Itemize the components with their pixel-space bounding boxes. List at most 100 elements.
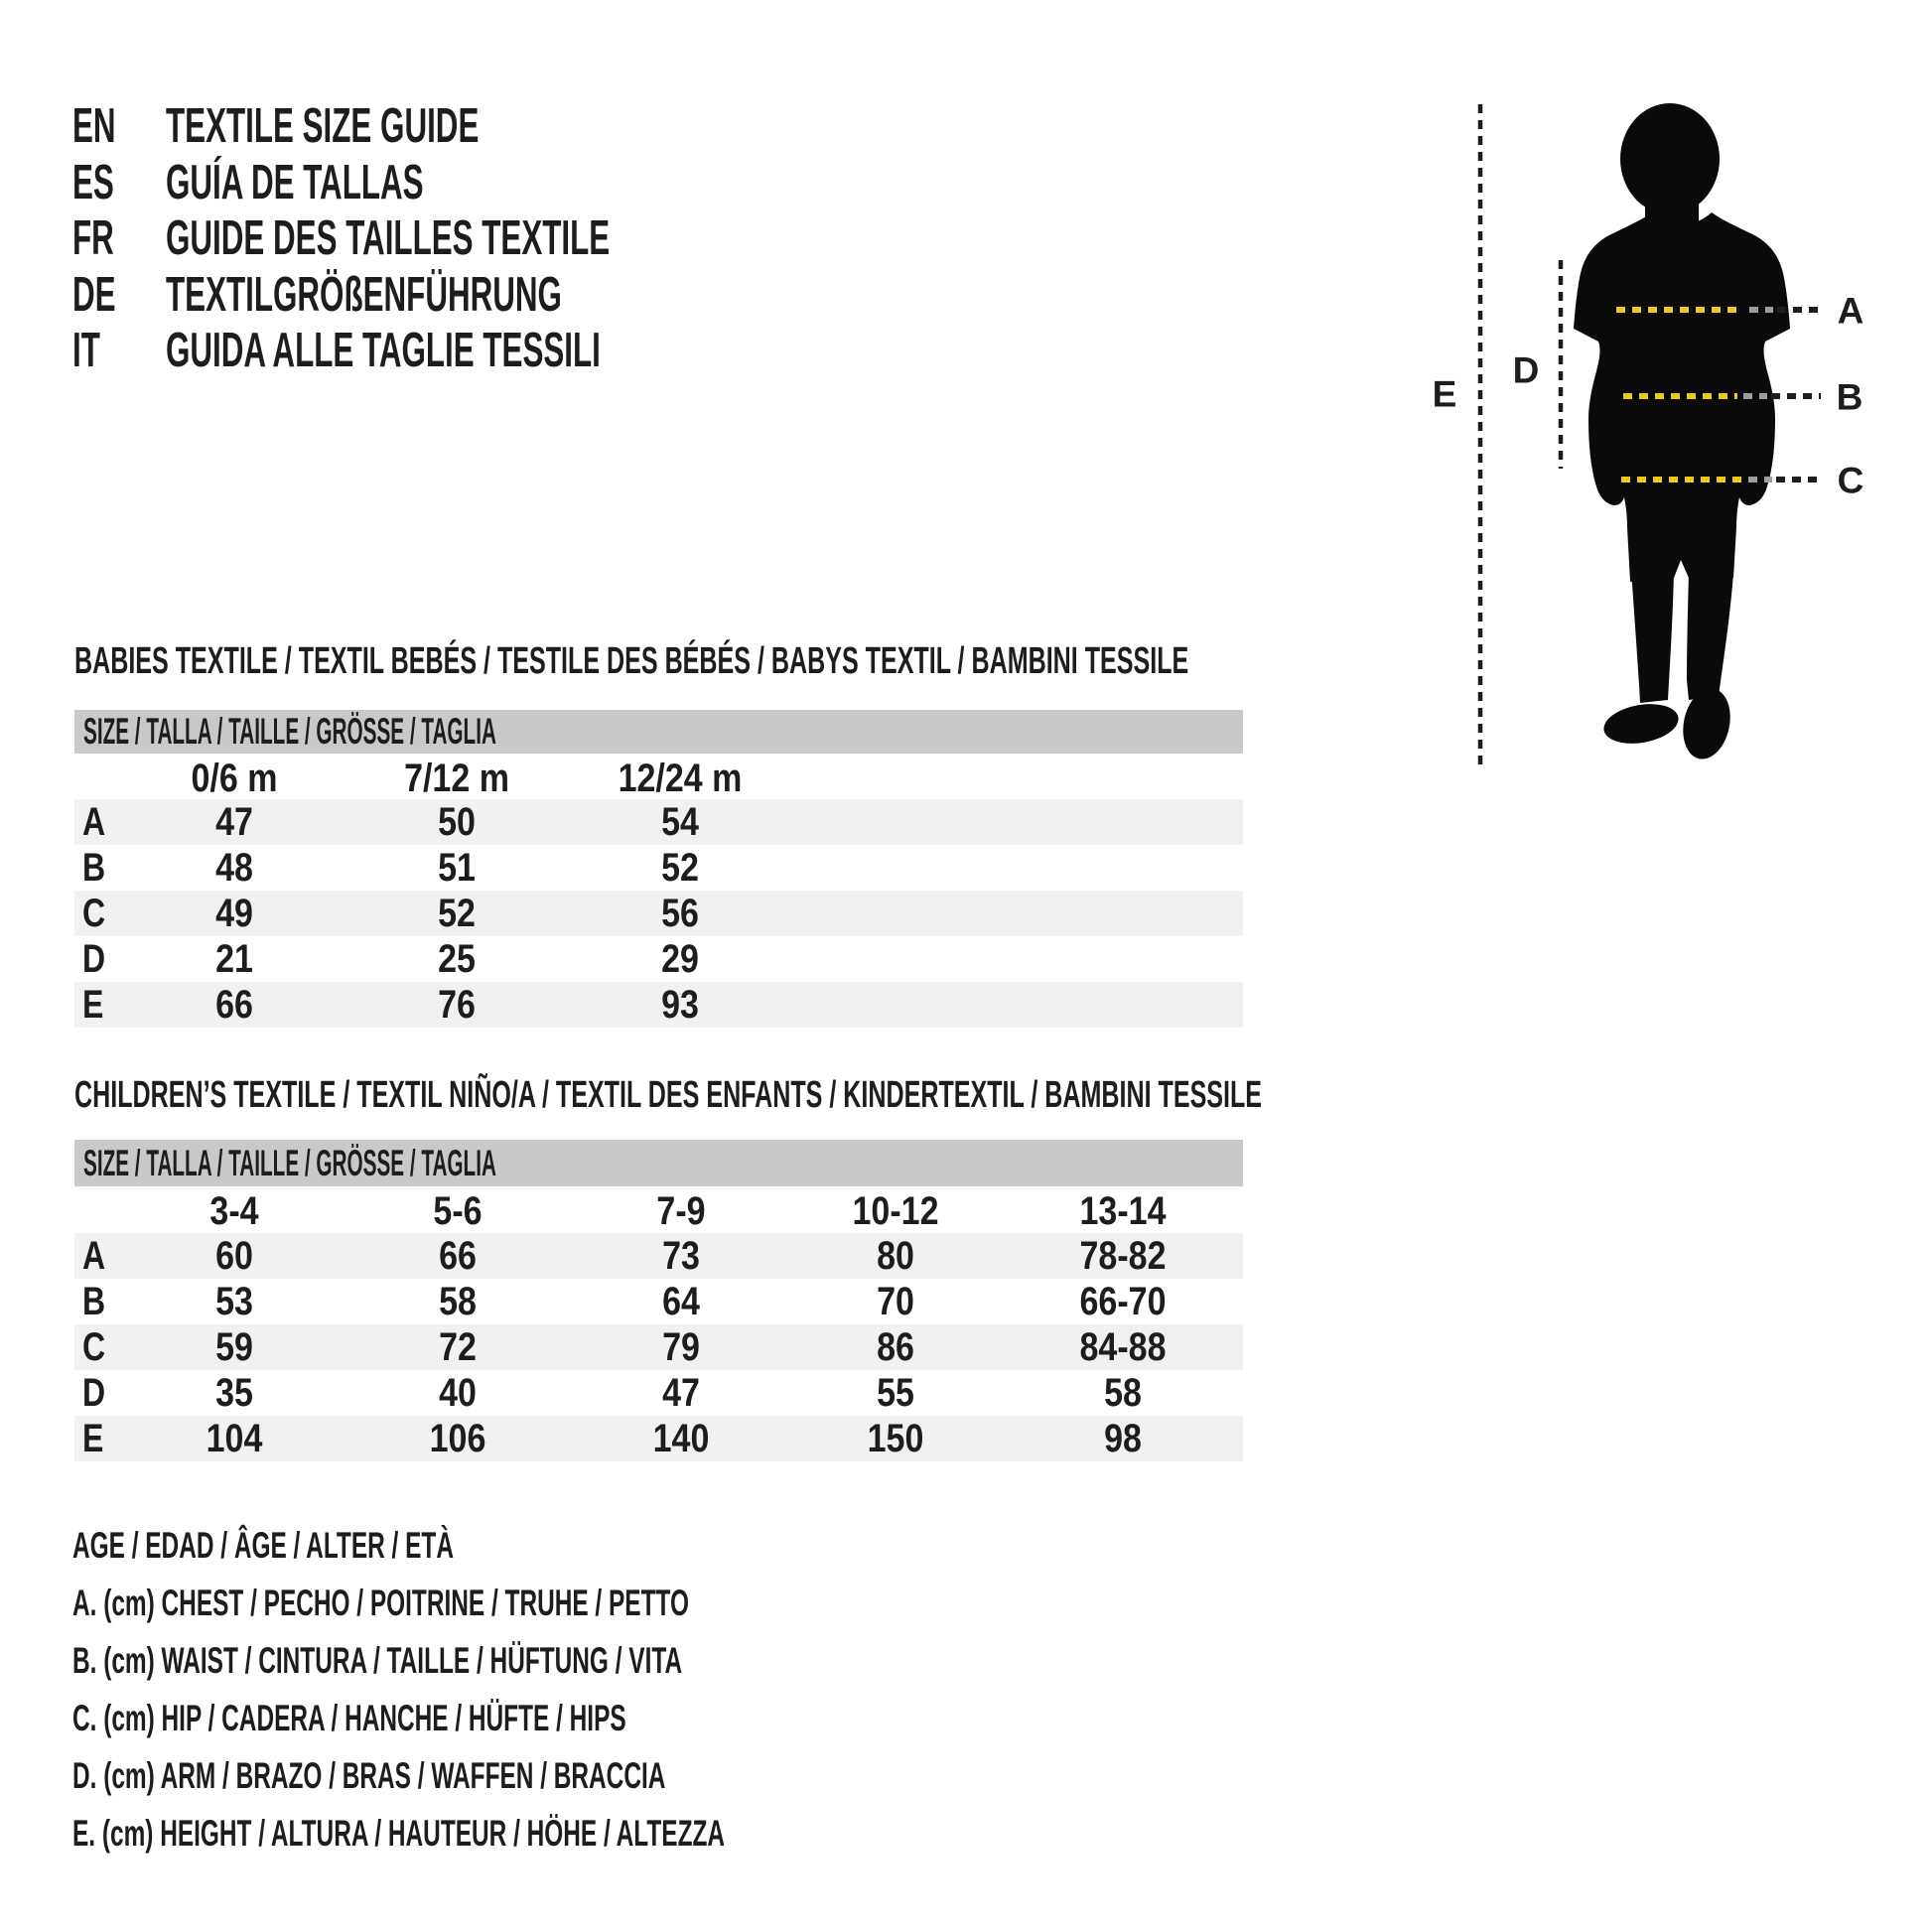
legend-line-age: AGE / EDAD / ÂGE / ALTER / ETÀ xyxy=(72,1517,1061,1575)
table-cell: 51 xyxy=(438,845,476,890)
language-code: FR xyxy=(72,210,166,267)
table-row: D 21 25 29 xyxy=(74,936,1243,982)
waist-label: B xyxy=(1837,377,1863,418)
legend-line-chest: A. (cm) CHEST / PECHO / POITRINE / TRUHE… xyxy=(72,1575,1061,1632)
table-cell: 140 xyxy=(652,1416,710,1460)
table-cell: 72 xyxy=(439,1324,477,1369)
column-header: 10-12 xyxy=(852,1189,939,1233)
table-cell: 58 xyxy=(1104,1370,1142,1415)
language-code-text: FR xyxy=(72,211,114,265)
legend-line-arm: D. (cm) ARM / BRAZO / BRAS / WAFFEN / BR… xyxy=(72,1747,1061,1805)
legend-line-waist: B. (cm) WAIST / CINTURA / TAILLE / HÜFTU… xyxy=(72,1632,1061,1690)
children-section-title-text: CHILDREN’S TEXTILE / TEXTIL NIÑO/A / TEX… xyxy=(74,1074,1263,1116)
table-cell: 93 xyxy=(661,982,699,1027)
language-code: EN xyxy=(72,98,166,155)
table-cell: 50 xyxy=(438,799,476,844)
language-code-text: DE xyxy=(72,267,116,322)
child-silhouette xyxy=(1574,103,1790,759)
table-cell: 98 xyxy=(1104,1416,1142,1460)
language-title-text: TEXTILGRÖßENFÜHRUNG xyxy=(166,267,562,322)
height-label: E xyxy=(1433,374,1457,415)
column-header: 7-9 xyxy=(656,1189,706,1233)
row-label: E xyxy=(82,982,104,1027)
chest-label: A xyxy=(1838,291,1864,332)
row-label: A xyxy=(82,1233,106,1278)
size-header-text: SIZE / TALLA / TAILLE / GRÖSSE / TAGLIA xyxy=(83,711,496,752)
legend-line-hip: C. (cm) HIP / CADERA / HANCHE / HÜFTE / … xyxy=(72,1690,1061,1747)
table-row: C 49 52 56 xyxy=(74,891,1243,936)
row-label: D xyxy=(82,1370,106,1415)
language-title: GUIDE DES TAILLES TEXTILE xyxy=(166,210,860,267)
legend-text: E. (cm) HEIGHT / ALTURA / HAUTEUR / HÖHE… xyxy=(72,1813,726,1854)
table-cell: 56 xyxy=(661,891,699,935)
legend-text: C. (cm) HIP / CADERA / HANCHE / HÜFTE / … xyxy=(72,1698,626,1738)
column-header: 3-4 xyxy=(209,1189,259,1233)
child-silhouette-diagram: A B C D E xyxy=(1433,103,1864,766)
table-cell: 54 xyxy=(661,799,699,844)
table-cell: 29 xyxy=(661,936,699,981)
table-row: C 59 72 79 86 84-88 xyxy=(74,1324,1243,1370)
row-label: B xyxy=(82,1279,106,1323)
language-title: TEXTILGRÖßENFÜHRUNG xyxy=(166,267,784,324)
language-title-text: GUIDE DES TAILLES TEXTILE xyxy=(166,211,611,265)
table-cell: 84-88 xyxy=(1079,1324,1167,1369)
silhouette-left-leg xyxy=(1631,571,1674,703)
size-header: SIZE / TALLA / TAILLE / GRÖSSE / TAGLIA xyxy=(83,1140,821,1186)
table-cell: 64 xyxy=(662,1279,700,1323)
row-label: B xyxy=(82,845,106,890)
row-label: E xyxy=(82,1416,104,1460)
table-row: E 104 106 140 150 98 xyxy=(74,1416,1243,1461)
row-label: C xyxy=(82,891,106,935)
table-cell: 80 xyxy=(877,1233,914,1278)
legend-text: D. (cm) ARM / BRAZO / BRAS / WAFFEN / BR… xyxy=(72,1755,666,1796)
legend-text: A. (cm) CHEST / PECHO / POITRINE / TRUHE… xyxy=(72,1583,689,1623)
silhouette-torso xyxy=(1574,212,1790,582)
babies-section-title-text: BABIES TEXTILE / TEXTIL BEBÉS / TESTILE … xyxy=(74,640,1189,682)
column-header: 7/12 m xyxy=(404,757,509,800)
column-header: 13-14 xyxy=(1079,1189,1167,1233)
language-code: DE xyxy=(72,267,166,324)
column-header: 12/24 m xyxy=(618,757,743,800)
table-cell: 66-70 xyxy=(1079,1279,1167,1323)
table-cell: 25 xyxy=(438,936,476,981)
language-code: IT xyxy=(72,323,166,379)
table-cell: 21 xyxy=(215,936,253,981)
table-cell: 73 xyxy=(662,1233,700,1278)
table-cell: 52 xyxy=(661,845,699,890)
language-row-de: DE TEXTILGRÖßENFÜHRUNG xyxy=(72,267,860,324)
table-cell: 60 xyxy=(215,1233,253,1278)
row-label: A xyxy=(82,799,106,844)
table-cell: 78-82 xyxy=(1079,1233,1167,1278)
table-cell: 104 xyxy=(206,1416,263,1460)
silhouette-right-shoe xyxy=(1683,688,1730,759)
table-cell: 52 xyxy=(438,891,476,935)
language-code-text: IT xyxy=(72,324,100,377)
table-row: A 60 66 73 80 78-82 xyxy=(74,1233,1243,1279)
silhouette-right-leg xyxy=(1687,571,1733,700)
language-code-text: EN xyxy=(72,99,116,153)
table-cell: 53 xyxy=(215,1279,253,1323)
table-row: A 47 50 54 xyxy=(74,799,1243,845)
language-title: TEXTILE SIZE GUIDE xyxy=(166,98,655,155)
language-row-en: EN TEXTILE SIZE GUIDE xyxy=(72,98,860,155)
column-header: 5-6 xyxy=(433,1189,483,1233)
silhouette-head xyxy=(1620,103,1720,214)
babies-size-header-bar: SIZE / TALLA / TAILLE / GRÖSSE / TAGLIA xyxy=(74,710,1243,754)
legend-text: AGE / EDAD / ÂGE / ALTER / ETÀ xyxy=(72,1525,454,1566)
language-title-list: EN TEXTILE SIZE GUIDE ES GUÍA DE TALLAS FR… xyxy=(72,98,860,379)
table-cell: 66 xyxy=(215,982,253,1027)
row-label: D xyxy=(82,936,106,981)
size-header: SIZE / TALLA / TAILLE / GRÖSSE / TAGLIA xyxy=(83,710,821,754)
language-title-text: GUIDA ALLE TAGLIE TESSILI xyxy=(166,324,601,377)
language-title-text: GUÍA DE TALLAS xyxy=(166,155,424,209)
table-cell: 48 xyxy=(215,845,253,890)
table-row: B 53 58 64 70 66-70 xyxy=(74,1279,1243,1324)
table-cell: 47 xyxy=(662,1370,700,1415)
table-row: E 66 76 93 xyxy=(74,982,1243,1028)
column-header: 0/6 m xyxy=(191,757,278,800)
table-cell: 66 xyxy=(439,1233,477,1278)
table-cell: 35 xyxy=(215,1370,253,1415)
language-code-text: ES xyxy=(72,155,114,209)
hip-label: C xyxy=(1838,461,1864,501)
language-row-fr: FR GUIDE DES TAILLES TEXTILE xyxy=(72,210,860,267)
